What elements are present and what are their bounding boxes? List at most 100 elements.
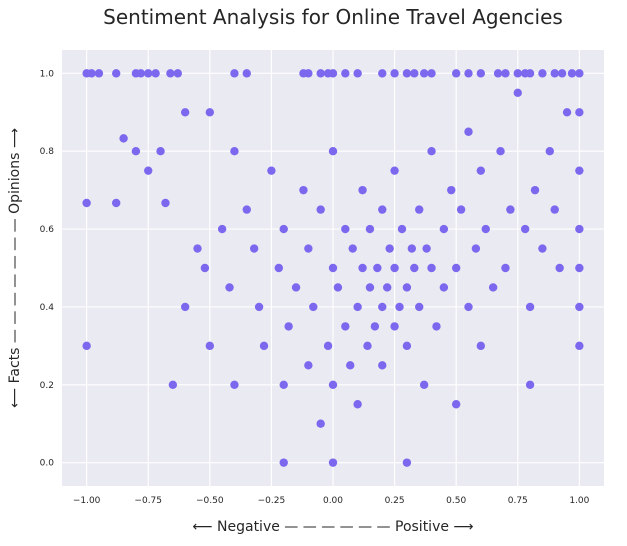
data-point (358, 263, 367, 273)
data-point (385, 244, 394, 253)
data-point (439, 283, 449, 292)
y-tick-label: 1.0 (40, 69, 55, 79)
data-point (119, 134, 128, 143)
data-point (341, 224, 350, 234)
data-point (112, 69, 121, 78)
y-tick-label: 0.4 (40, 303, 55, 313)
data-point (151, 69, 160, 78)
data-point (419, 69, 429, 78)
y-axis-label: ⟵ Facts — — — — — — — Opinions ⟶ (7, 128, 23, 408)
data-point (304, 244, 313, 253)
data-point (390, 166, 399, 175)
data-point (402, 283, 412, 292)
data-point (419, 380, 429, 389)
data-point (328, 69, 338, 78)
data-point (439, 224, 449, 234)
data-point (316, 205, 325, 214)
data-point (87, 69, 96, 78)
data-point (309, 302, 318, 312)
data-point (410, 263, 419, 273)
data-point (378, 302, 387, 312)
data-point (353, 69, 362, 78)
data-point (180, 302, 190, 312)
data-point (365, 224, 375, 234)
y-tick-labels: 0.0 0.2 0.4 0.6 0.8 1.0 (40, 69, 55, 468)
data-point (333, 283, 343, 292)
data-point (525, 302, 535, 312)
data-point (451, 400, 461, 409)
data-point (304, 69, 313, 78)
y-tick-label: 0.8 (40, 147, 55, 157)
data-point (205, 108, 215, 117)
data-point (575, 263, 584, 273)
data-point (471, 244, 481, 253)
data-point (530, 185, 540, 195)
data-point (538, 69, 547, 78)
x-axis-label: ⟵ Negative — — — — — — Positive ⟶ (193, 519, 474, 535)
x-tick-label: 1.00 (569, 496, 589, 506)
chart-title: Sentiment Analysis for Online Travel Age… (103, 5, 563, 29)
data-point (575, 224, 584, 234)
data-point (506, 205, 515, 214)
data-point (299, 185, 308, 195)
data-point (456, 205, 466, 214)
data-point (390, 69, 399, 78)
data-point (242, 69, 251, 78)
data-point (390, 322, 399, 331)
data-point (410, 69, 419, 78)
data-point (279, 380, 288, 389)
data-point (249, 244, 259, 253)
data-point (328, 458, 338, 467)
data-point (427, 263, 436, 273)
y-tick-label: 0.6 (40, 225, 55, 235)
data-point (513, 69, 522, 78)
data-point (575, 108, 584, 117)
data-point (370, 322, 380, 331)
data-point (200, 263, 210, 273)
x-tick-label: −1.00 (73, 496, 101, 506)
x-tick-labels: −1.00 −0.75 −0.50 −0.25 0.00 0.25 0.50 0.75 1.00 (73, 496, 590, 506)
data-point (373, 263, 382, 273)
data-point (365, 283, 375, 292)
data-point (481, 224, 490, 234)
data-point (328, 263, 338, 273)
data-point (378, 205, 387, 214)
x-tick-label: 0.75 (508, 496, 528, 506)
data-point (525, 69, 535, 78)
data-point (166, 69, 175, 78)
data-point (136, 69, 146, 78)
data-point (353, 400, 362, 409)
data-point (520, 224, 530, 234)
data-point (267, 166, 276, 175)
data-point (348, 244, 357, 253)
data-point (328, 380, 338, 389)
data-point (168, 380, 178, 389)
data-point (575, 166, 584, 175)
data-point (464, 69, 473, 78)
data-point (402, 341, 412, 351)
data-point (447, 185, 456, 195)
data-point (217, 224, 227, 234)
data-point (230, 69, 239, 78)
data-point (193, 244, 202, 253)
data-point (562, 108, 572, 117)
data-point (346, 361, 355, 370)
data-point (575, 69, 584, 78)
data-point (476, 341, 486, 351)
data-point (230, 380, 239, 389)
data-point (323, 341, 333, 351)
data-point (464, 302, 473, 312)
data-point (395, 302, 404, 312)
y-tick-label: 0.2 (40, 381, 54, 391)
data-point (432, 322, 441, 331)
data-point (304, 361, 313, 370)
data-point (112, 198, 121, 208)
x-tick-label: −0.50 (196, 496, 224, 506)
data-point (422, 244, 431, 253)
data-point (205, 341, 215, 351)
data-point (488, 283, 498, 292)
x-tick-label: 0.50 (446, 496, 466, 506)
data-point (415, 205, 424, 214)
data-point (575, 341, 584, 351)
